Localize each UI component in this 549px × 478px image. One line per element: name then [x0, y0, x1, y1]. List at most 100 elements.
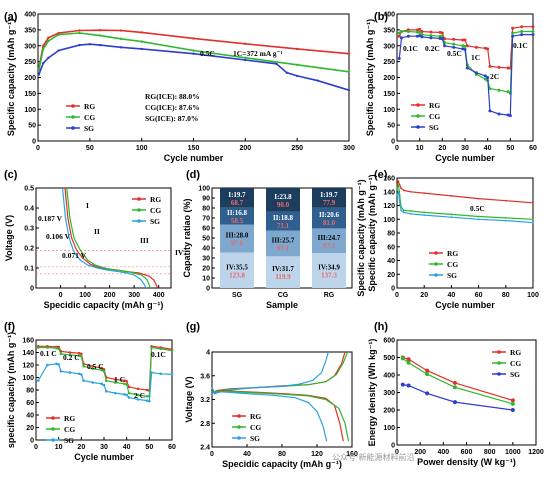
g-ytick-label: 3.6 — [200, 373, 210, 380]
d-bar-label: II:20.6 — [319, 211, 340, 219]
c-series-cg-line — [66, 187, 151, 289]
a-series-rg-point — [244, 42, 247, 46]
h-series-sg-point — [510, 408, 515, 412]
a-series-sg-point — [275, 62, 278, 66]
a-series-cg-line — [38, 32, 350, 73]
panel-b-rate-3: 0.5C — [447, 49, 462, 58]
f-legend-marker-cg — [51, 427, 55, 431]
d-ytick-label: 40 — [202, 246, 210, 253]
a-ytick-label: 300 — [24, 43, 36, 50]
f-series-cg-point — [80, 354, 83, 358]
e-series-sg-point — [477, 218, 480, 221]
panel-c-label: (c) — [4, 169, 18, 181]
h-legend-label-sg: SG — [510, 370, 520, 379]
f-series-cg-point — [59, 352, 63, 356]
a-series-sg-point — [192, 52, 195, 55]
d-bar-rg-iii — [312, 228, 346, 254]
b-series-cg-point — [531, 29, 535, 33]
e-ytick-label: 0 — [391, 286, 395, 293]
e-series-rg-point — [397, 180, 400, 183]
h-ytick-label: 200 — [383, 408, 395, 415]
e-xtick-label: 80 — [502, 292, 510, 299]
a-series-sg-point — [99, 43, 102, 47]
d-bar-capacity: 58.5 — [231, 217, 244, 225]
f-legend-marker-sg — [51, 438, 55, 442]
f-series-cg-point — [123, 382, 126, 386]
d-right-ylabel: Specific capacity (mAh g⁻¹) — [356, 179, 366, 296]
d-bar-capacity: 123.8 — [229, 271, 245, 279]
d-bar-capacity: 68.7 — [231, 199, 244, 207]
a-series-cg-point — [47, 39, 50, 43]
h-xtick-label: 1200 — [528, 449, 544, 456]
b-series-cg-point — [463, 44, 467, 48]
b-ytick-label: 250 — [383, 59, 395, 66]
e-ytick-label: 60 — [387, 244, 395, 251]
d-xlabel: Sample — [266, 300, 298, 310]
f-series-cg-point — [125, 383, 128, 386]
h-xtick-label: 200 — [414, 449, 426, 456]
d-xtick-label: CG — [278, 292, 289, 299]
e-series-cg-point — [396, 187, 398, 190]
b-series-sg-point — [474, 71, 478, 75]
h-series-rg-point — [425, 368, 430, 373]
f-series-sg-point — [68, 371, 72, 374]
b-series-cg-point — [483, 77, 487, 81]
f-xtick-label: 30 — [100, 444, 108, 451]
h-ytick-label: 300 — [383, 390, 395, 397]
e-xlabel: Cycle number — [435, 300, 495, 310]
f-series-cg-point — [102, 369, 106, 373]
b-series-sg-point — [429, 36, 433, 40]
g-series-sg-line — [211, 351, 329, 395]
f-series-sg-point — [114, 391, 117, 395]
panel-c-v2: 0.106 V — [46, 232, 71, 241]
d-bar-capacity: 119.9 — [275, 273, 291, 281]
d-bar-label: II:16.8 — [227, 209, 248, 217]
d-bar-label: I:19.7 — [320, 191, 338, 199]
a-series-cg-point — [99, 34, 102, 37]
d-ytick-label: 60 — [202, 226, 210, 233]
b-series-cg-point — [397, 31, 401, 35]
b-series-rg-point — [486, 47, 490, 51]
e-series-rg-point — [402, 189, 405, 192]
f-series-cg-point — [145, 394, 149, 398]
f-series-cg-point — [150, 346, 153, 349]
g-ytick-label: 3.2 — [200, 397, 210, 404]
b-series-cg-point — [415, 30, 419, 34]
a-series-cg-point — [244, 56, 247, 60]
b-series-rg-point — [474, 45, 478, 49]
e-series-cg-point — [504, 216, 507, 219]
h-series-cg-point — [425, 372, 430, 377]
g-ytick-label: 2.8 — [200, 421, 210, 428]
a-series-sg-point — [244, 58, 247, 62]
b-xtick-label: 50 — [506, 145, 514, 152]
panel-c-region-1: I — [86, 201, 89, 210]
e-series-sg-point — [409, 212, 412, 215]
h-xtick-label: 800 — [484, 449, 496, 456]
b-series-sg-point — [465, 66, 469, 70]
b-series-cg-point — [497, 88, 501, 92]
b-series-rg-point — [465, 44, 469, 48]
h-xtick-label: 600 — [461, 449, 473, 456]
d-bar-rg-ii — [312, 207, 346, 229]
f-series-rg-point — [114, 378, 117, 381]
e-series-sg-point — [398, 201, 401, 203]
b-series-sg-point — [488, 109, 492, 113]
e-series-cg-point — [397, 183, 400, 186]
panel-b-rate-5: 2C — [490, 72, 499, 81]
f-series-rg-point — [127, 385, 131, 389]
c-legend-marker-cg — [137, 208, 141, 212]
e-series-cg-point — [402, 209, 405, 212]
b-xtick-label: 20 — [438, 145, 446, 152]
panel-f-rate-6: 0.1C — [151, 350, 166, 359]
e-series-cg-point — [477, 215, 480, 218]
h-legend-label-cg: CG — [510, 359, 521, 368]
b-series-sg-point — [486, 76, 490, 79]
a-xtick-label: 200 — [239, 145, 251, 152]
d-bar-capacity: 137.3 — [321, 272, 337, 280]
b-series-cg-point — [438, 34, 442, 38]
b-series-rg-point — [415, 28, 419, 32]
a-series-sg-point — [140, 47, 143, 51]
b-ytick-label: 100 — [383, 107, 395, 114]
